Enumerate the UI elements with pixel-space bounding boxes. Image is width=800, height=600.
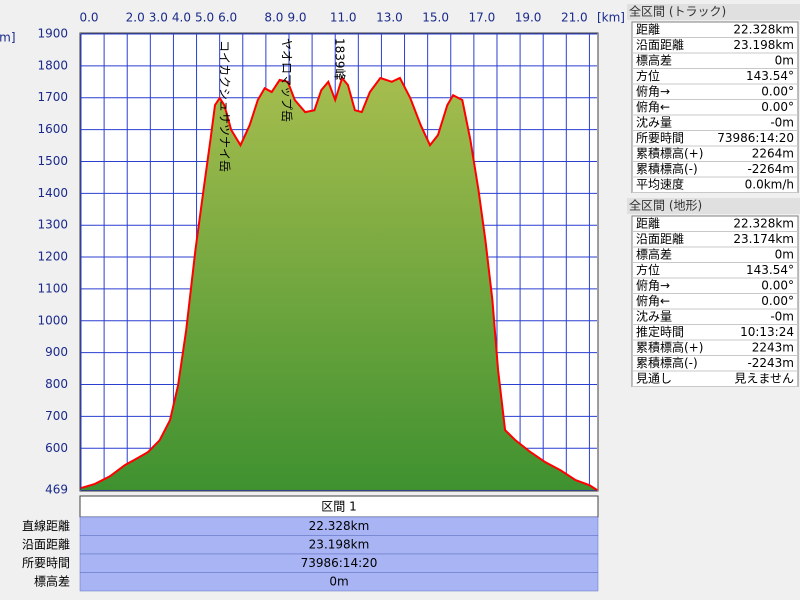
elevation-line <box>80 75 598 491</box>
panel-value: 143.54° <box>746 263 794 277</box>
panel-value: 10:13:24 <box>740 325 794 339</box>
panel-label: 標高差 <box>636 247 672 262</box>
panel-value: 143.54° <box>746 69 794 83</box>
panel-value: 見えません <box>734 372 794 386</box>
x-tick-label: 0.0 <box>79 11 98 25</box>
panel-value: -0m <box>770 310 794 324</box>
segment-title: 区間 1 <box>321 500 356 514</box>
segment-value: 73986:14:20 <box>301 556 378 570</box>
panel-value: 22.328km <box>733 23 794 37</box>
y-tick-label: 900 <box>45 345 68 359</box>
y-tick-label: 1700 <box>37 90 68 104</box>
panel-value: 0m <box>775 248 794 262</box>
y-tick-label: 1000 <box>37 313 68 327</box>
y-tick-label: 1600 <box>37 122 68 136</box>
panel-label: 標高差 <box>636 53 672 68</box>
panel-label: 推定時間 <box>636 324 684 339</box>
panel-value: 0.0km/h <box>745 178 794 192</box>
panel-label: 俯角← <box>636 293 670 308</box>
panel-label: 沈み量 <box>636 115 672 130</box>
panel-value: 22.328km <box>733 217 794 231</box>
y-tick-label: 1100 <box>37 281 68 295</box>
panel-label: 方位 <box>636 262 660 277</box>
x-tick-label: 6.0 <box>218 11 237 25</box>
panel-title: 全区間 (トラック) <box>629 4 726 19</box>
panel-title: 全区間 (地形) <box>629 198 702 213</box>
x-tick-label: 21.0 <box>561 11 588 25</box>
x-tick-label: 15.0 <box>422 11 449 25</box>
y-tick-label: 800 <box>45 377 68 391</box>
panel-label: 沈み量 <box>636 309 672 324</box>
y-tick-label: 1500 <box>37 154 68 168</box>
segment-label: 標高差 <box>34 574 70 589</box>
panel-label: 俯角→ <box>636 278 670 293</box>
segment-row <box>79 572 599 592</box>
panel-value: 0.00° <box>761 279 794 293</box>
panel-label: 累積標高(+) <box>636 146 703 161</box>
panel-value: 0.00° <box>761 100 794 114</box>
peak-label: コイカクシュサツナイ岳 <box>218 40 232 172</box>
x-tick-label: 13.0 <box>376 11 403 25</box>
segment-value: 23.198km <box>309 538 370 552</box>
panel-header <box>627 198 800 214</box>
segment-label: 所要時間 <box>22 556 70 570</box>
panel-header <box>627 4 800 20</box>
x-tick-label: 17.0 <box>469 11 496 25</box>
panel-label: 見通し <box>636 372 672 386</box>
panel-value: 0.00° <box>761 294 794 308</box>
panel-value: 23.198km <box>733 38 794 52</box>
panel-label: 距離 <box>636 217 660 231</box>
panel-label: 平均速度 <box>636 177 684 192</box>
panel-label: 沿面距離 <box>636 232 684 246</box>
panel-value: -0m <box>770 116 794 130</box>
panel-label: 距離 <box>636 23 660 37</box>
panel-label: 沿面距離 <box>636 38 684 52</box>
segment-value: 0m <box>329 575 348 589</box>
y-tick-label: 1900 <box>37 27 68 41</box>
peak-label: 1839峰 <box>333 38 347 81</box>
x-tick-label: 3.0 <box>149 11 168 25</box>
x-tick-label: 2.0 <box>126 11 145 25</box>
x-tick-label: 8.0 <box>264 11 283 25</box>
x-tick-label: 19.0 <box>515 11 542 25</box>
y-tick-label: 1200 <box>37 250 68 264</box>
panel-body <box>631 21 799 193</box>
panel-label: 累積標高(-) <box>636 355 698 370</box>
panel-label: 累積標高(-) <box>636 161 698 176</box>
y-tick-label: 600 <box>45 441 68 455</box>
panel-value: -2264m <box>747 162 794 176</box>
x-tick-label: 11.0 <box>330 11 357 25</box>
x-tick-label: 9.0 <box>287 11 306 25</box>
y-unit: [m] <box>0 31 16 45</box>
panel-body <box>631 215 799 387</box>
panel-value: 0.00° <box>761 85 794 99</box>
panel-value: 23.174km <box>733 232 794 246</box>
segment-label: 沿面距離 <box>22 538 70 552</box>
x-unit: [km] <box>597 11 625 25</box>
panel-value: 73986:14:20 <box>717 131 794 145</box>
panel-value: 2264m <box>752 147 794 161</box>
y-tick-label: 469 <box>45 483 68 497</box>
elevation-area <box>81 78 597 490</box>
panel-label: 方位 <box>636 68 660 83</box>
y-tick-label: 1800 <box>37 58 68 72</box>
x-tick-label: 5.0 <box>195 11 214 25</box>
x-tick-label: 4.0 <box>172 11 191 25</box>
panel-label: 累積標高(+) <box>636 340 703 355</box>
panel-value: -2243m <box>747 356 794 370</box>
peak-label: ヤオロマップ岳 <box>280 38 294 122</box>
panel-value: 2243m <box>752 341 794 355</box>
y-tick-label: 700 <box>45 409 68 423</box>
segment-label: 直線距離 <box>22 518 70 533</box>
panel-label: 所要時間 <box>636 131 684 145</box>
y-tick-label: 1300 <box>37 218 68 232</box>
panel-label: 俯角→ <box>636 84 670 99</box>
y-tick-label: 1400 <box>37 186 68 200</box>
panel-label: 俯角← <box>636 99 670 114</box>
segment-value: 22.328km <box>309 519 370 533</box>
panel-value: 0m <box>775 54 794 68</box>
